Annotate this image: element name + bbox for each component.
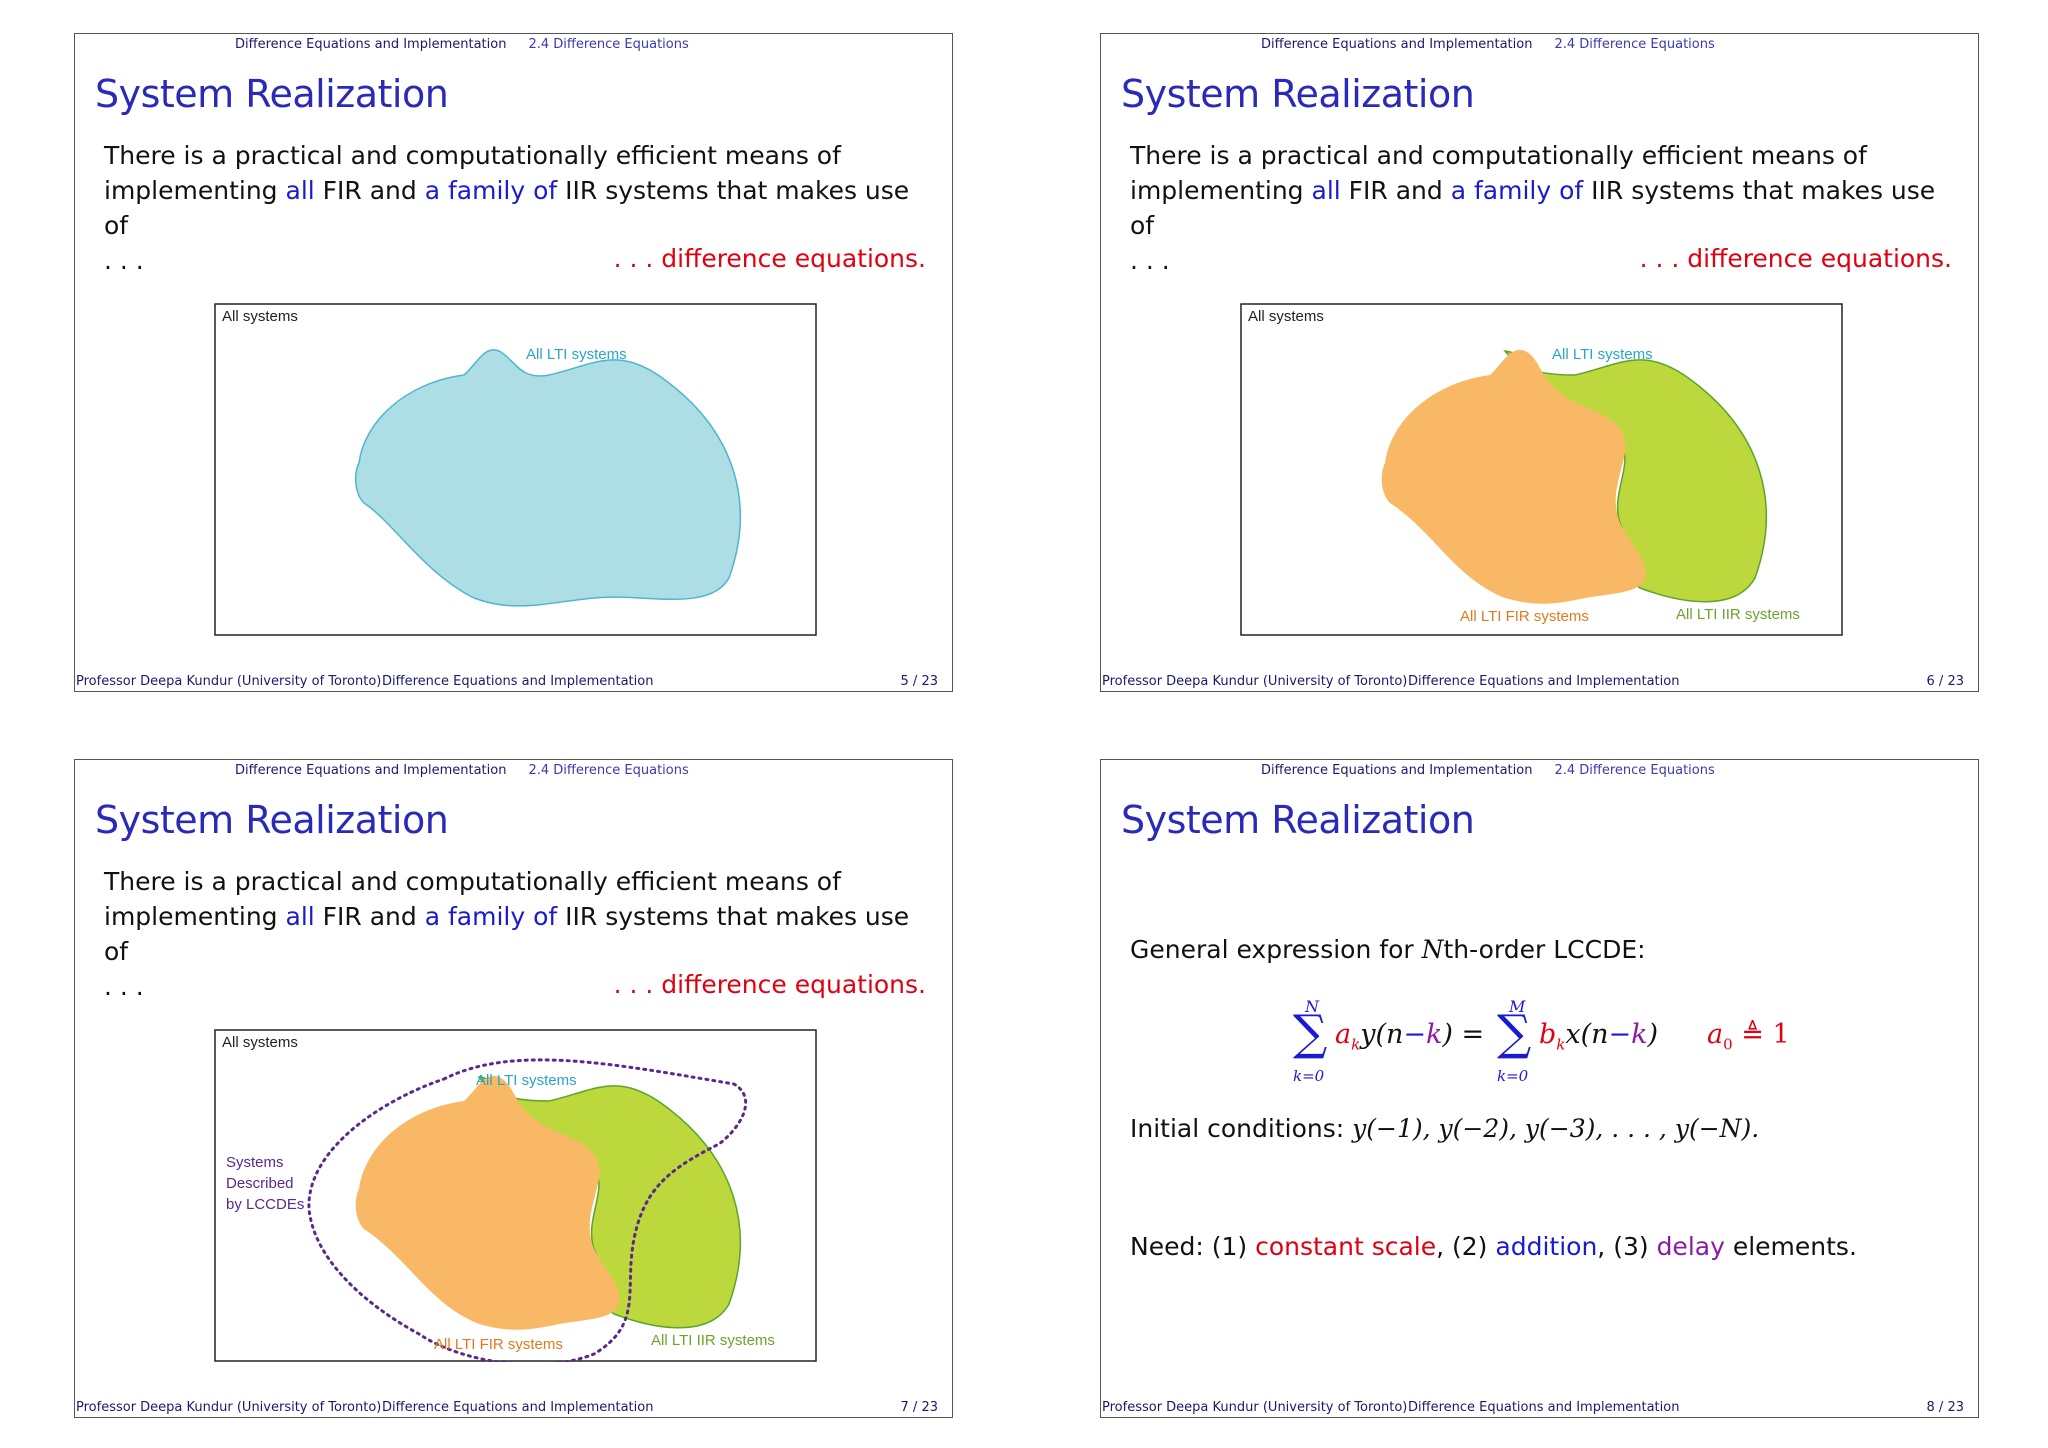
- general-expression-line: General expression for Nth-order LCCDE:: [1130, 935, 1646, 964]
- page-number: 6 / 23: [1926, 674, 1964, 689]
- footer-author: Professor Deepa Kundur (University of To…: [1102, 1400, 1408, 1415]
- header-section[interactable]: 2.4 Difference Equations: [528, 763, 689, 778]
- intro-line-2: implementing all FIR and a family of IIR…: [104, 902, 910, 966]
- conclusion-text: . . . difference equations.: [1639, 244, 1952, 273]
- all-systems-label: All systems: [222, 308, 298, 325]
- slide-title: System Realization: [95, 72, 449, 116]
- footer-title: Difference Equations and Implementation: [382, 1400, 654, 1415]
- fir-label: All LTI FIR systems: [434, 1336, 563, 1353]
- header-part[interactable]: Difference Equations and Implementation: [1261, 763, 1533, 778]
- slide-body: There is a practical and computationally…: [104, 864, 924, 1004]
- intro-ellipsis: . . .: [104, 972, 144, 1001]
- slide-header: Difference Equations and Implementation 2…: [1261, 37, 1715, 52]
- all-systems-label: All systems: [222, 1034, 298, 1051]
- slide-title: System Realization: [1121, 798, 1475, 842]
- venn-figure: All systems All LTI systems All LTI FIR …: [214, 1029, 817, 1362]
- lccde-label-1: Systems: [226, 1154, 284, 1171]
- header-part[interactable]: Difference Equations and Implementation: [1261, 37, 1533, 52]
- lti-label: All LTI systems: [526, 346, 627, 363]
- slide-footer: Professor Deepa Kundur (University of To…: [76, 1400, 938, 1415]
- venn-figure: All systems All LTI systems: [214, 303, 817, 636]
- initial-conditions-line: Initial conditions: y(−1), y(−2), y(−3),…: [1130, 1114, 1760, 1143]
- fir-blob: [1381, 349, 1646, 604]
- slide-8: Difference Equations and Implementation 2…: [1100, 759, 1979, 1418]
- slide-body: There is a practical and computationally…: [1130, 138, 1950, 278]
- iir-label: All LTI IIR systems: [651, 1332, 775, 1349]
- footer-author: Professor Deepa Kundur (University of To…: [1102, 674, 1408, 689]
- slide-6: Difference Equations and Implementation 2…: [1100, 33, 1979, 692]
- slide-footer: Professor Deepa Kundur (University of To…: [1102, 674, 1964, 689]
- lccde-label-3: by LCCDEs: [226, 1196, 304, 1213]
- lccde-boundary: [307, 1058, 748, 1362]
- header-section[interactable]: 2.4 Difference Equations: [1554, 37, 1715, 52]
- conclusion-text: . . . difference equations.: [613, 244, 926, 273]
- fir-label: All LTI FIR systems: [1460, 608, 1589, 625]
- slide-7: Difference Equations and Implementation 2…: [74, 759, 953, 1418]
- footer-title: Difference Equations and Implementation: [382, 674, 654, 689]
- intro-line-1: There is a practical and computationally…: [104, 867, 841, 896]
- slide-footer: Professor Deepa Kundur (University of To…: [76, 674, 938, 689]
- all-systems-label: All systems: [1248, 308, 1324, 325]
- footer-author: Professor Deepa Kundur (University of To…: [76, 674, 382, 689]
- page-number: 7 / 23: [900, 1400, 938, 1415]
- intro-line-1: There is a practical and computationally…: [1130, 141, 1867, 170]
- need-line: Need: (1) constant scale, (2) addition, …: [1130, 1232, 1857, 1261]
- intro-line-1: There is a practical and computationally…: [104, 141, 841, 170]
- intro-ellipsis: . . .: [1130, 246, 1170, 275]
- intro-line-2: implementing all FIR and a family of IIR…: [1130, 176, 1936, 240]
- slide-footer: Professor Deepa Kundur (University of To…: [1102, 1400, 1964, 1415]
- lti-label: All LTI systems: [476, 1072, 577, 1089]
- fir-blob: [355, 1075, 620, 1330]
- slide-5: Difference Equations and Implementation 2…: [74, 33, 953, 692]
- header-part[interactable]: Difference Equations and Implementation: [235, 37, 507, 52]
- slide-body: There is a practical and computationally…: [104, 138, 924, 278]
- page-number: 5 / 23: [900, 674, 938, 689]
- lti-blob: [354, 349, 741, 607]
- intro-ellipsis: . . .: [104, 246, 144, 275]
- header-section[interactable]: 2.4 Difference Equations: [1554, 763, 1715, 778]
- slide-header: Difference Equations and Implementation 2…: [235, 763, 689, 778]
- footer-title: Difference Equations and Implementation: [1408, 674, 1680, 689]
- iir-label: All LTI IIR systems: [1676, 606, 1800, 623]
- header-part[interactable]: Difference Equations and Implementation: [235, 763, 507, 778]
- lccde-label-2: Described: [226, 1175, 294, 1192]
- venn-figure: All systems All LTI systems All LTI FIR …: [1240, 303, 1843, 636]
- lccde-equation: N ∑ k=0 aky(n−k) = M ∑ k=0 bkx(n−k) a0 ≜…: [1293, 997, 1790, 1085]
- slide-title: System Realization: [1121, 72, 1475, 116]
- footer-author: Professor Deepa Kundur (University of To…: [76, 1400, 382, 1415]
- footer-title: Difference Equations and Implementation: [1408, 1400, 1680, 1415]
- slide-header: Difference Equations and Implementation 2…: [235, 37, 689, 52]
- conclusion-text: . . . difference equations.: [613, 970, 926, 999]
- slide-header: Difference Equations and Implementation 2…: [1261, 763, 1715, 778]
- header-section[interactable]: 2.4 Difference Equations: [528, 37, 689, 52]
- lti-label: All LTI systems: [1552, 346, 1653, 363]
- intro-line-2: implementing all FIR and a family of IIR…: [104, 176, 910, 240]
- slide-title: System Realization: [95, 798, 449, 842]
- page-number: 8 / 23: [1926, 1400, 1964, 1415]
